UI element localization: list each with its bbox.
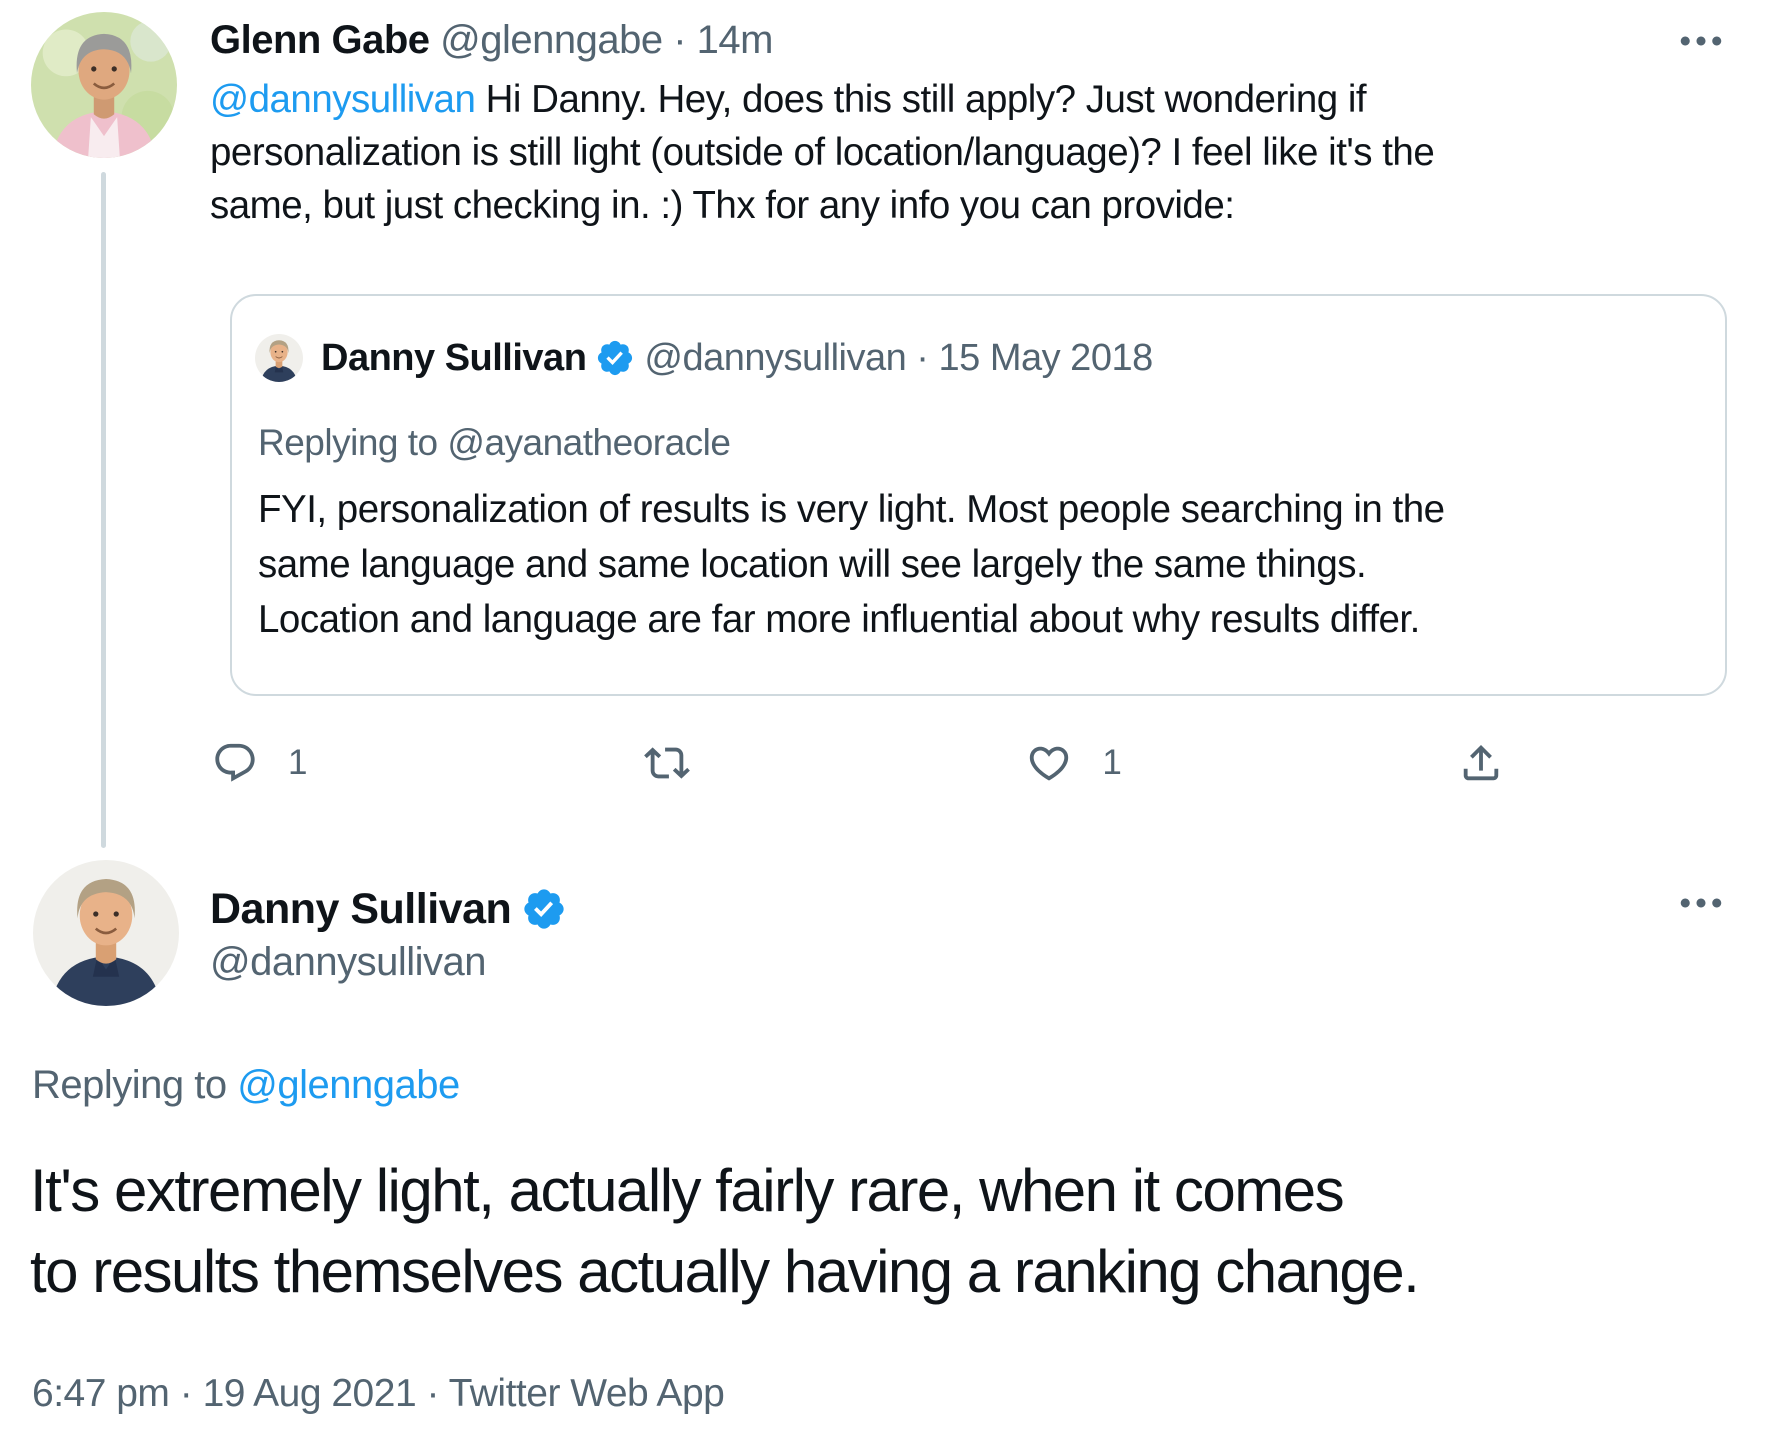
three-dots-icon — [1674, 876, 1728, 930]
replying-to-line: Replying to @glenngabe — [32, 1060, 460, 1110]
tweet2-text-line2: to results themselves actually having a … — [30, 1238, 1420, 1305]
like-button[interactable]: 1 — [1026, 740, 1122, 786]
tweet1-text-line3: same, but just checking in. :) Thx for a… — [210, 184, 1235, 227]
quoted-author-name: Danny Sullivan — [321, 336, 587, 379]
reply-button[interactable]: 1 — [212, 740, 307, 786]
tweet2-text-line1: It's extremely light, actually fairly ra… — [30, 1157, 1345, 1224]
mention-link-glenngabe[interactable]: @glenngabe — [237, 1063, 460, 1107]
more-options-button-tweet1[interactable] — [1674, 14, 1728, 68]
tweet1-action-bar: 1 1 — [212, 740, 1504, 786]
avatar-dannysullivan-small — [255, 334, 303, 382]
mention-link-dannysullivan[interactable]: @dannysullivan — [210, 78, 476, 121]
author-handle-dannysullivan[interactable]: @dannysullivan — [210, 940, 487, 984]
thread-connector-line — [101, 172, 106, 848]
tweet2-text: It's extremely light, actually fairly ra… — [30, 1150, 1420, 1312]
quoted-text-line1: FYI, personalization of results is very … — [258, 488, 1445, 531]
reply-bubble-icon — [212, 740, 258, 786]
like-count: 1 — [1102, 743, 1122, 782]
share-button[interactable] — [1458, 740, 1504, 786]
heart-outline-icon — [1026, 740, 1072, 786]
tweet1-text-line1: @dannysullivan Hi Danny. Hey, does this … — [210, 78, 1367, 121]
reply-count: 1 — [288, 743, 307, 782]
author-name-dannysullivan[interactable]: Danny Sullivan — [210, 885, 512, 933]
quoted-tweet-header: Danny Sullivan @dannysullivan · 15 May 2… — [255, 334, 1153, 382]
three-dots-icon — [1674, 14, 1728, 68]
quoted-text-line2: same language and same location will see… — [258, 543, 1367, 586]
author-handle-time-glenngabe[interactable]: @glenngabe · 14m — [440, 18, 773, 62]
tweet1-header: Glenn Gabe @glenngabe · 14m — [210, 15, 773, 65]
avatar-dannysullivan[interactable] — [33, 860, 179, 1006]
author-name-glenngabe[interactable]: Glenn Gabe — [210, 18, 430, 62]
tweet1-text-line2: personalization is still light (outside … — [210, 131, 1435, 174]
quoted-text-line3: Location and language are far more influ… — [258, 598, 1420, 641]
avatar-glenngabe[interactable] — [31, 12, 177, 158]
tweet2-header: Danny Sullivan — [210, 884, 567, 934]
retweet-arrows-icon — [644, 740, 690, 786]
more-options-button-tweet2[interactable] — [1674, 876, 1728, 930]
tweet2-timestamp: 6:47 pm · 19 Aug 2021 · Twitter Web App — [32, 1372, 725, 1415]
verified-badge-icon — [521, 886, 567, 932]
share-arrow-icon — [1458, 740, 1504, 786]
verified-badge-icon — [595, 338, 635, 378]
quoted-handle-date: @dannysullivan · 15 May 2018 — [644, 336, 1153, 379]
quoted-tweet-text: FYI, personalization of results is very … — [258, 482, 1445, 647]
quoted-replying-to-label: Replying to @ayanatheoracle — [258, 422, 731, 463]
tweet1-text: @dannysullivan Hi Danny. Hey, does this … — [210, 73, 1435, 232]
quoted-tweet-card[interactable]: Danny Sullivan @dannysullivan · 15 May 2… — [230, 294, 1727, 696]
replying-to-prefix: Replying to — [32, 1063, 227, 1107]
retweet-button[interactable] — [644, 740, 690, 786]
